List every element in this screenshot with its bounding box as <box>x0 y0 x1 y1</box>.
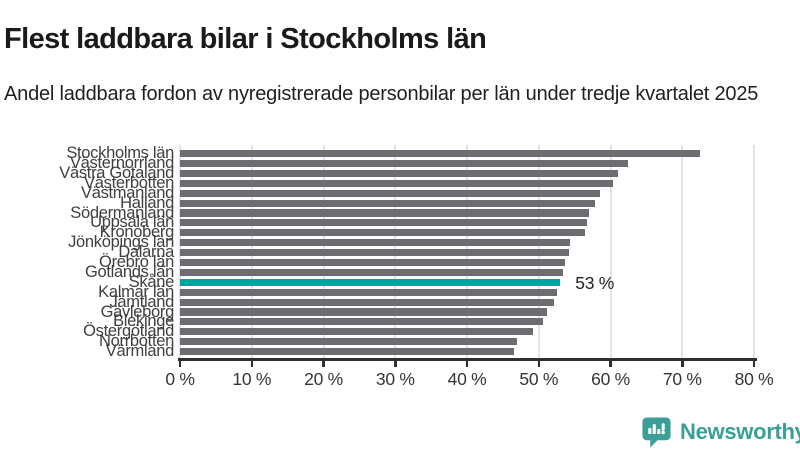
category-label: Värmland <box>105 342 175 361</box>
bar <box>180 189 600 197</box>
x-axis-tick <box>322 358 325 367</box>
category-label: Halland <box>120 193 174 212</box>
category-label: Norrbotten <box>99 332 174 351</box>
x-axis-tick <box>178 358 182 367</box>
newsworthy-logo: Newsworthy <box>641 416 800 448</box>
x-axis-tick-label: 30 % <box>375 369 415 389</box>
category-label: Jämtland <box>109 292 174 311</box>
category-label: Västmanland <box>80 183 174 202</box>
bar <box>180 209 589 217</box>
category-label: Jönköpings län <box>68 233 174 252</box>
chart-title: Flest laddbara bilar i Stockholms län <box>4 23 487 56</box>
category-label: Södermanland <box>70 203 174 222</box>
bar <box>180 298 554 306</box>
bar <box>180 150 701 158</box>
category-label: Gotlands län <box>84 262 174 281</box>
highlight-value-annotation: 53 % <box>575 272 614 293</box>
category-label: Västerbotten <box>84 173 174 192</box>
x-axis-tick-label: 40 % <box>447 369 487 389</box>
x-axis-tick <box>394 358 397 367</box>
bar <box>180 308 548 316</box>
category-label: Kalmar län <box>98 282 174 301</box>
bar <box>180 318 544 326</box>
category-label: Skåne <box>128 272 175 291</box>
chart-subtitle: Andel laddbara fordon av nyregistrerade … <box>4 83 759 105</box>
bar <box>180 179 614 187</box>
bar <box>180 219 587 227</box>
x-axis-tick-label: 50 % <box>519 369 559 389</box>
x-axis-tick <box>465 358 469 367</box>
bar <box>180 239 571 247</box>
bar <box>180 338 517 346</box>
x-axis-tick <box>609 358 612 367</box>
category-label: Västra Götaland <box>59 163 174 182</box>
category-label: Blekinge <box>113 312 174 331</box>
bar <box>180 348 514 356</box>
x-axis-tick-label: 80 % <box>734 369 774 389</box>
category-label: Kronoberg <box>99 223 175 242</box>
bar <box>180 229 585 237</box>
category-label: Örebro län <box>99 253 174 271</box>
x-axis-tick <box>537 358 540 367</box>
gridline <box>681 145 684 358</box>
bar <box>180 268 564 276</box>
category-label: Västernorrland <box>69 154 174 172</box>
newsworthy-speech-bubble-chart-icon <box>641 416 672 448</box>
x-axis-tick-label: 70 % <box>662 369 702 389</box>
gridline <box>753 145 755 358</box>
category-label: Östergötland <box>83 322 174 341</box>
category-label: Stockholms län <box>66 144 174 163</box>
x-axis-tick-label: 10 % <box>232 369 272 389</box>
category-label: Gävleborg <box>100 302 175 321</box>
x-axis-tick <box>250 358 253 367</box>
category-label: Dalarna <box>118 243 174 262</box>
bar <box>180 258 565 267</box>
newsworthy-logo-text: Newsworthy <box>680 419 800 444</box>
bar <box>180 199 595 207</box>
bar <box>180 169 618 177</box>
bar <box>180 288 558 296</box>
x-axis-tick-label: 60 % <box>591 369 630 389</box>
x-axis-tick <box>752 358 756 367</box>
category-label: Uppsala län <box>90 213 174 232</box>
bar-highlighted <box>180 278 561 286</box>
x-axis-tick-label: 20 % <box>304 369 343 389</box>
x-axis-tick-label: 0 % <box>165 369 195 389</box>
gridline <box>609 145 612 358</box>
bar <box>180 328 533 336</box>
bar <box>180 249 569 257</box>
bar <box>180 159 628 168</box>
x-axis-tick <box>681 358 684 367</box>
